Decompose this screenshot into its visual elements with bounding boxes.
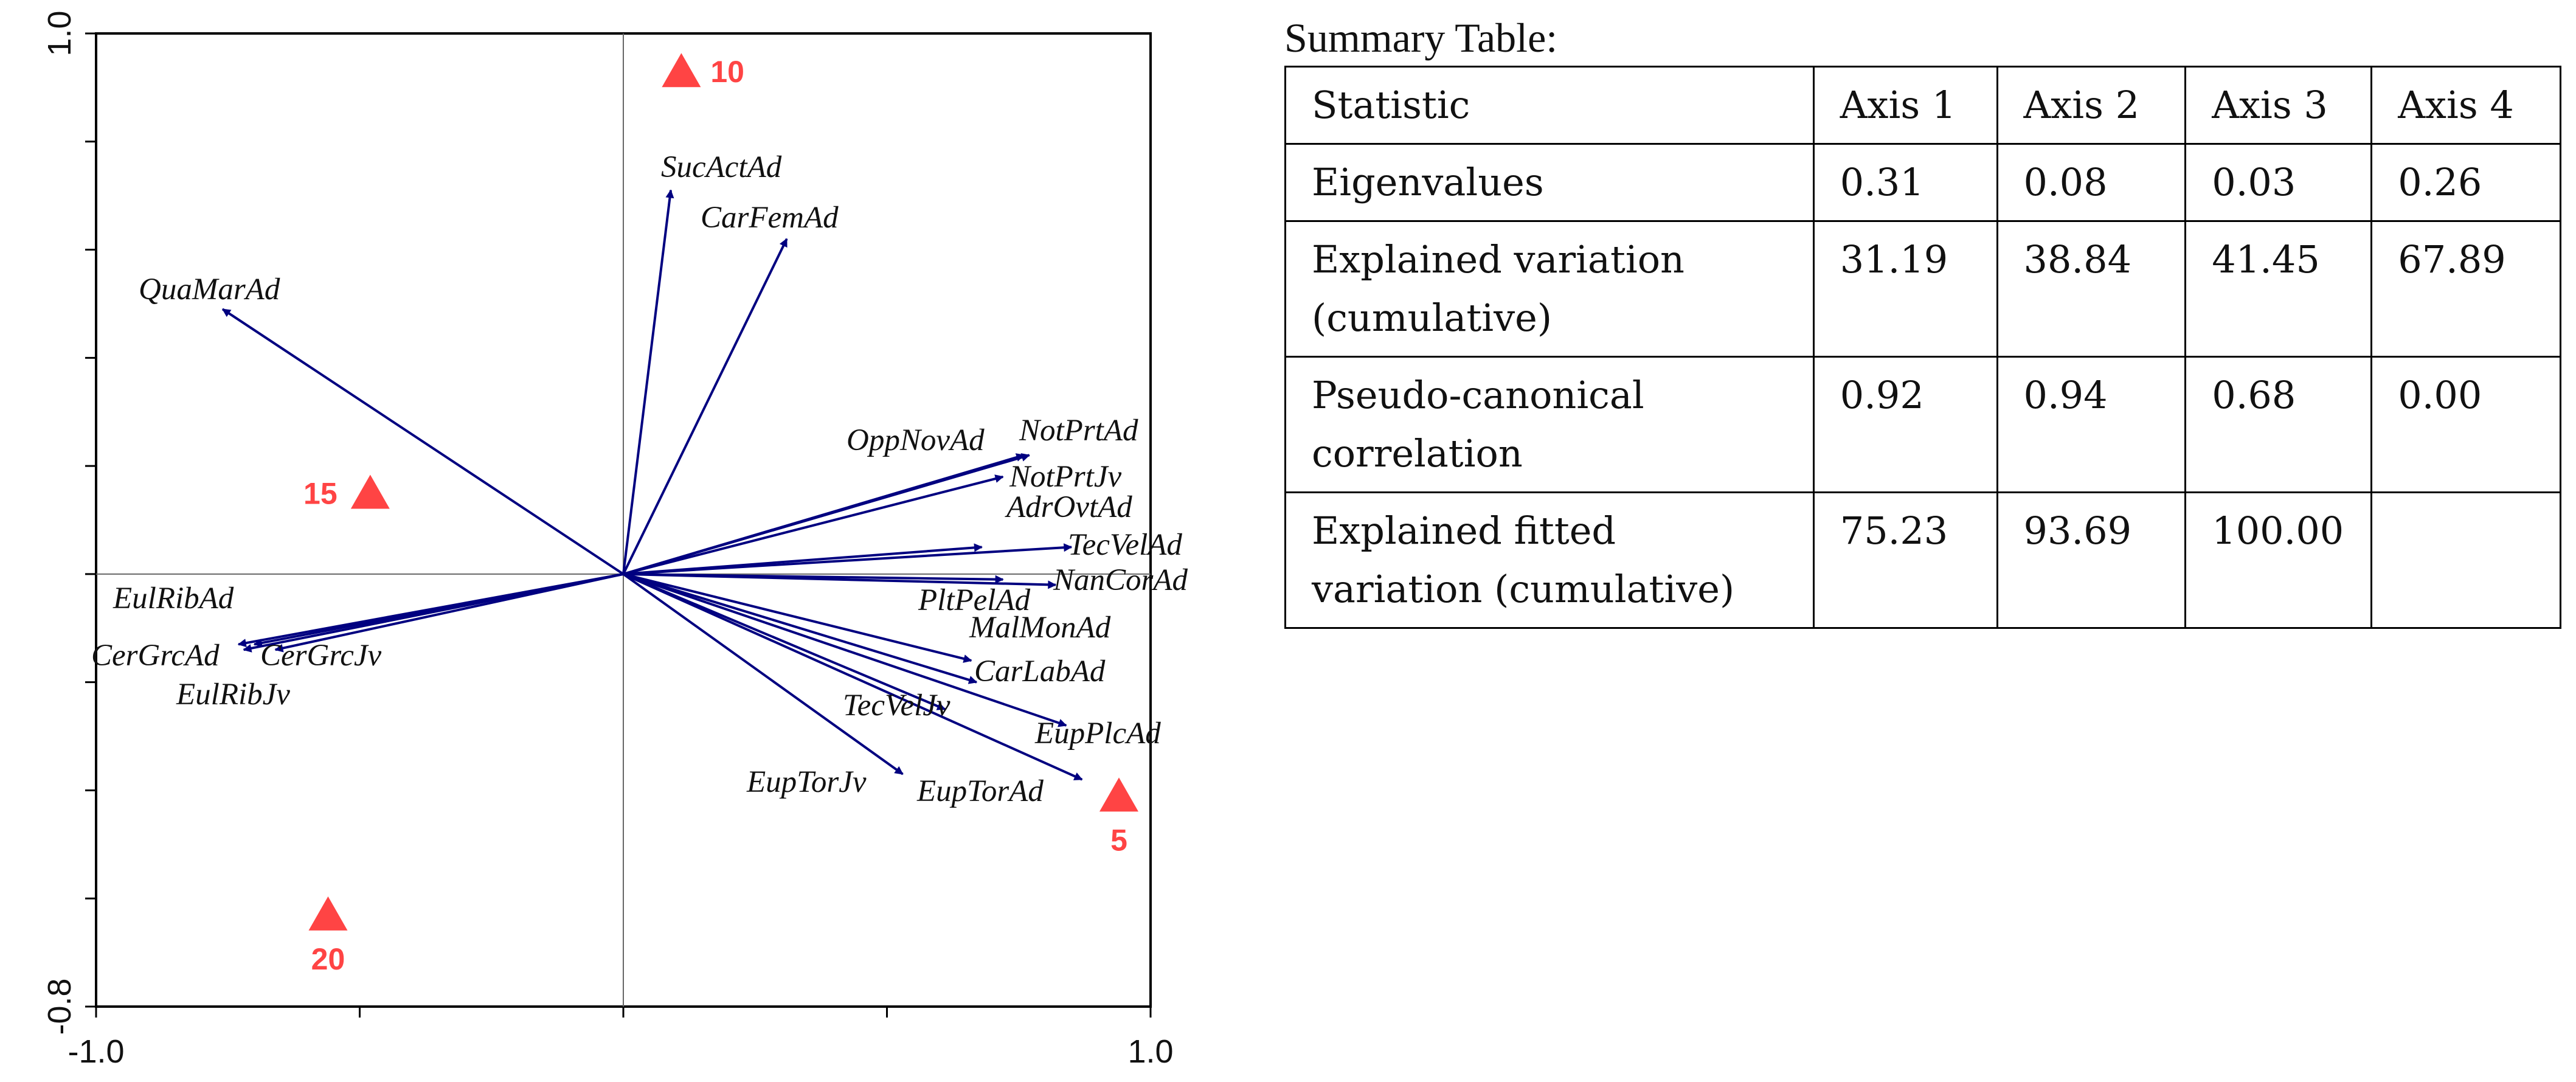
summary-table: Statistic Axis 1 Axis 2 Axis 3 Axis 4 Eigenva… bbox=[1284, 66, 2561, 629]
site-triangle-icon bbox=[350, 474, 390, 509]
table-cell: 0.68 bbox=[2184, 356, 2373, 493]
species-arrow bbox=[623, 572, 972, 663]
table-cell: 93.69 bbox=[1996, 491, 2187, 629]
site-label: 10 bbox=[710, 55, 744, 89]
species-label: TecVelJv bbox=[843, 688, 950, 723]
species-arrow bbox=[221, 308, 625, 575]
species-label: TecVelAd bbox=[1068, 528, 1182, 562]
table-cell: 75.23 bbox=[1812, 491, 1998, 629]
table-cell: 41.45 bbox=[2184, 220, 2373, 358]
table-cell: 0.00 bbox=[2370, 356, 2561, 493]
species-arrow bbox=[623, 474, 1004, 575]
species-label: NotPrtJv bbox=[1009, 460, 1121, 494]
table-row: Pseudo-canonical correlation 0.92 0.94 0.68… bbox=[1284, 356, 2561, 493]
species-label: SucActAd bbox=[661, 150, 782, 184]
site-label: 5 bbox=[1110, 823, 1127, 857]
table-row-label: Pseudo-canonical correlation bbox=[1284, 356, 1815, 493]
site-label: 15 bbox=[303, 477, 338, 511]
species-label: EupTorAd bbox=[916, 774, 1044, 808]
site-triangle-icon bbox=[308, 896, 348, 931]
table-cell: Axis 2 bbox=[1996, 66, 2187, 145]
species-label: CarFemAd bbox=[701, 201, 839, 235]
table-row-label: Explained fitted variation (cumulative) bbox=[1284, 491, 1815, 629]
ordination-biplot: -1.0 1.0 -0.8 1.0 QuaMarAd SucActAd CarFemAd O… bbox=[41, 10, 1188, 1070]
species-arrow bbox=[623, 572, 1004, 584]
species-label: EulRibAd bbox=[113, 581, 234, 616]
species-arrow bbox=[623, 572, 1067, 727]
species-label: NanCorAd bbox=[1053, 563, 1188, 597]
species-label: CerGrcJv bbox=[260, 639, 382, 673]
species-arrow bbox=[622, 238, 788, 575]
table-caption: Summary Table: bbox=[1284, 15, 1558, 61]
table-cell bbox=[2370, 491, 2561, 629]
species-arrow bbox=[623, 573, 946, 710]
table-row: Explained variation (cumulative) 31.19 38.… bbox=[1284, 220, 2561, 358]
table-row-label: Explained variation (cumulative) bbox=[1284, 220, 1815, 358]
species-label: EupPlcAd bbox=[1034, 716, 1161, 751]
species-arrow bbox=[623, 573, 1083, 781]
species-arrow bbox=[253, 572, 624, 647]
species-arrow bbox=[623, 453, 1030, 575]
table-cell: 0.31 bbox=[1812, 143, 1998, 222]
summary-table-area: Summary Table: Statistic Axis 1 Axis 2 Axis… bbox=[1284, 13, 2561, 629]
x-tick-label: -1.0 bbox=[68, 1033, 124, 1070]
table-cell: Axis 3 bbox=[2184, 66, 2373, 145]
species-label: CarLabAd bbox=[974, 654, 1106, 688]
species-label: QuaMarAd bbox=[139, 272, 280, 307]
species-label: CerGrcAd bbox=[91, 639, 220, 673]
table-cell: Axis 1 bbox=[1812, 66, 1998, 145]
table-cell: 100.00 bbox=[2184, 491, 2373, 629]
site-label: 20 bbox=[311, 942, 345, 976]
species-label: AdrOvtAd bbox=[1005, 490, 1132, 524]
table-row: Explained fitted variation (cumulative) 7… bbox=[1284, 491, 2561, 629]
table-cell: 67.89 bbox=[2370, 220, 2561, 358]
table-cell: 0.92 bbox=[1812, 356, 1998, 493]
x-tick-label: 1.0 bbox=[1127, 1033, 1173, 1070]
table-cell: 0.26 bbox=[2370, 143, 2561, 222]
table-row: Eigenvalues 0.31 0.08 0.03 0.26 bbox=[1284, 143, 2561, 222]
species-arrow bbox=[623, 572, 978, 684]
table-cell: 38.84 bbox=[1996, 220, 2187, 358]
table-header-row: Statistic Axis 1 Axis 2 Axis 3 Axis 4 bbox=[1284, 66, 2561, 145]
table-cell: 31.19 bbox=[1812, 220, 1998, 358]
table-cell: 0.03 bbox=[2184, 143, 2373, 222]
y-tick-label: -0.8 bbox=[41, 978, 78, 1035]
site-triangle-icon bbox=[1099, 777, 1138, 812]
species-arrow bbox=[274, 572, 624, 653]
y-tick-label: 1.0 bbox=[41, 10, 78, 56]
table-cell: 0.94 bbox=[1996, 356, 2187, 493]
species-label: PltPelAd bbox=[918, 583, 1031, 617]
table-cell: 0.08 bbox=[1996, 143, 2187, 222]
species-label: OppNovAd bbox=[847, 423, 985, 457]
species-label: NotPrtAd bbox=[1019, 414, 1138, 448]
table-cell: Axis 4 bbox=[2370, 66, 2561, 145]
table-row-label: Eigenvalues bbox=[1284, 143, 1815, 222]
species-arrow bbox=[623, 543, 1073, 575]
species-arrow bbox=[622, 189, 674, 575]
table-row-label: Statistic bbox=[1284, 66, 1815, 145]
species-arrow bbox=[622, 573, 904, 775]
species-label: MalMonAd bbox=[969, 611, 1111, 645]
species-label: EulRibJv bbox=[176, 678, 290, 712]
site-triangle-icon bbox=[662, 53, 701, 88]
species-label: EupTorJv bbox=[746, 765, 867, 799]
